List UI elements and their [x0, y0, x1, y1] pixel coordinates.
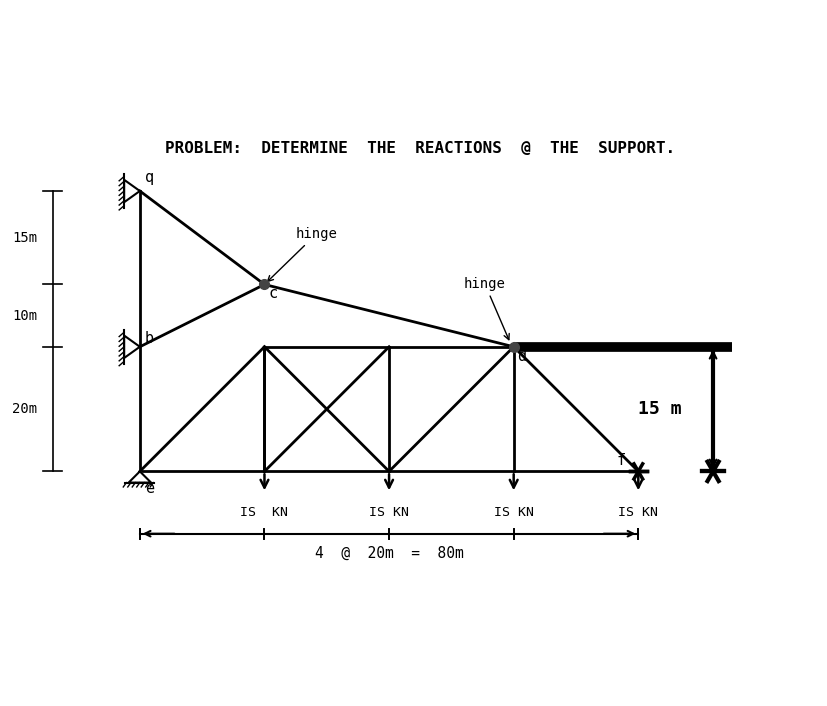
Text: hinge: hinge — [267, 227, 337, 282]
Text: e: e — [145, 481, 154, 496]
Polygon shape — [124, 180, 140, 202]
Polygon shape — [128, 472, 151, 483]
Polygon shape — [124, 335, 140, 358]
Text: c: c — [268, 287, 277, 301]
Text: IS  KN: IS KN — [240, 505, 288, 519]
Text: IS KN: IS KN — [493, 505, 533, 519]
Text: 15 m: 15 m — [638, 400, 681, 418]
Text: d: d — [517, 349, 526, 364]
Text: IS KN: IS KN — [369, 505, 409, 519]
Text: PROBLEM:  DETERMINE  THE  REACTIONS  @  THE  SUPPORT.: PROBLEM: DETERMINE THE REACTIONS @ THE S… — [165, 141, 675, 156]
Text: 4  @  20m  =  80m: 4 @ 20m = 80m — [314, 546, 463, 561]
Text: 15m: 15m — [12, 231, 37, 245]
Text: IS KN: IS KN — [618, 505, 657, 519]
Text: f: f — [616, 453, 625, 468]
Text: 10m: 10m — [12, 309, 37, 323]
Text: b: b — [145, 330, 154, 345]
Text: q: q — [145, 169, 154, 185]
Text: hinge: hinge — [463, 277, 509, 340]
Text: 20m: 20m — [12, 402, 37, 416]
